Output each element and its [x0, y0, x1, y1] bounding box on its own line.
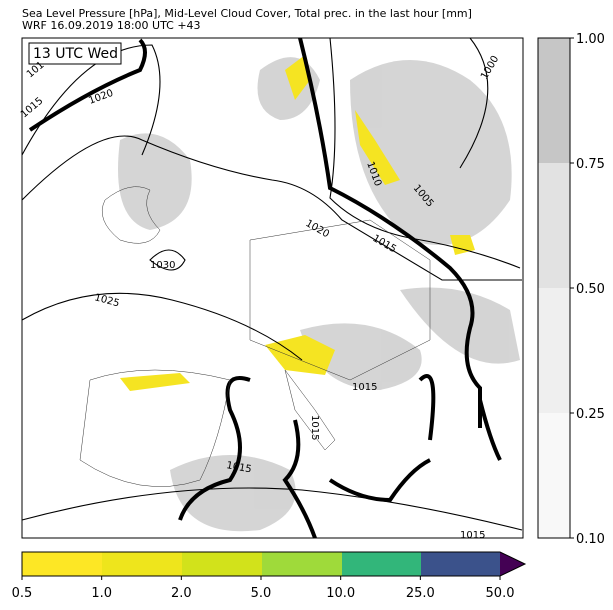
contour-label: 1030: [150, 260, 175, 271]
tick-label: 50.0: [486, 586, 515, 601]
contour-label: 1015: [460, 530, 485, 541]
tick-label: 1.00: [576, 32, 605, 47]
contour-label: 1015: [309, 415, 320, 440]
contour-label: 1015: [225, 460, 252, 475]
tick-label: 0.10: [576, 532, 605, 547]
tick-label: 2.0: [171, 586, 192, 601]
precip-colorbar: 0.5 1.0 2.0 5.0 10.0 25.0 50.0: [12, 551, 527, 601]
tick-label: 0.5: [12, 586, 33, 601]
time-label: 13 UTC Wed: [33, 46, 118, 62]
tick-label: 10.0: [326, 586, 355, 601]
tick-label: 5.0: [251, 586, 272, 601]
tick-label: 0.25: [576, 407, 605, 422]
tick-label: 0.75: [576, 157, 605, 172]
cloud-colorbar: 0.10 0.25 0.50 0.75 1.00: [537, 32, 605, 547]
tick-label: 25.0: [406, 586, 435, 601]
contour-label: 1015: [352, 382, 377, 393]
title-line-1: Sea Level Pressure [hPa], Mid-Level Clou…: [22, 7, 472, 20]
title-line-2: WRF 16.09.2019 18:00 UTC +43: [22, 19, 201, 32]
map: 13 UTC Wed 101 1015 1020 1030 1025 1020 …: [19, 37, 524, 541]
tick-label: 1.0: [91, 586, 112, 601]
tick-label: 0.50: [576, 282, 605, 297]
